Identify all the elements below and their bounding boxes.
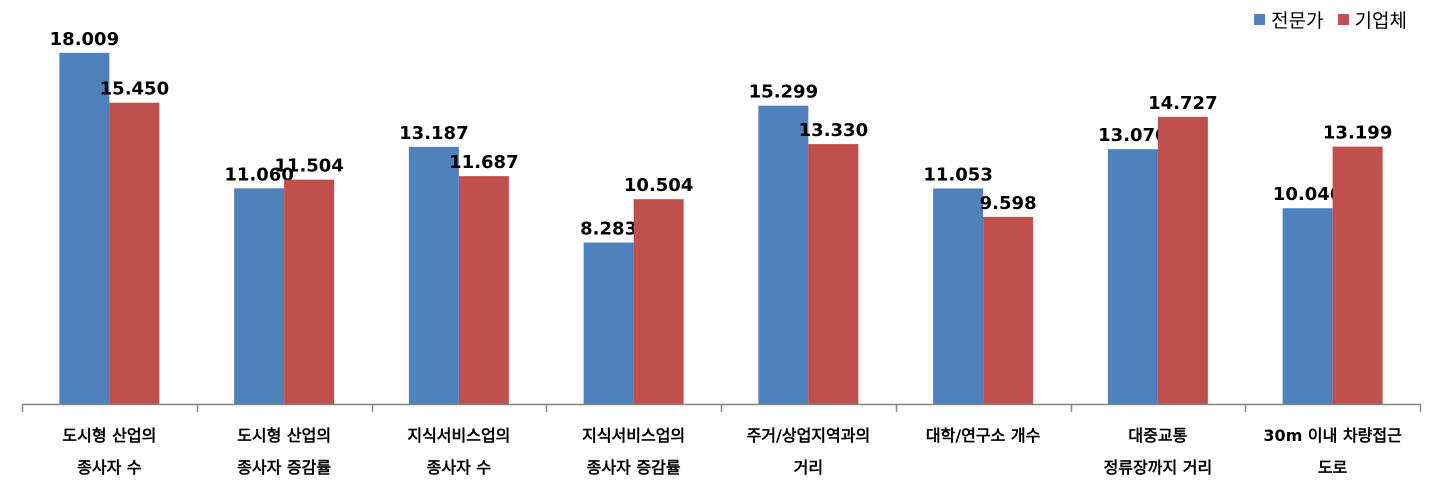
bar-expert xyxy=(933,188,984,404)
bar-company xyxy=(458,176,509,404)
legend-swatch-expert xyxy=(1254,14,1266,25)
category-label: 30m 이내 차량접근 xyxy=(1263,426,1402,445)
data-label: 10.040 xyxy=(1273,184,1342,205)
category-label: 종사자 증감률 xyxy=(587,458,681,477)
bar-company xyxy=(633,199,684,404)
bar-company xyxy=(284,179,335,404)
data-label: 13.187 xyxy=(399,123,468,144)
bar-company xyxy=(1332,146,1383,404)
category-label: 대중교통 xyxy=(1128,426,1187,445)
category-label: 도시형 산업의 xyxy=(62,426,156,445)
legend-swatch-company xyxy=(1337,14,1349,25)
category-label: 도시형 산업의 xyxy=(237,426,331,445)
data-label: 11.053 xyxy=(923,164,992,185)
data-label: 14.727 xyxy=(1148,93,1217,114)
bar-company xyxy=(109,102,160,404)
category-label: 종사자 수 xyxy=(77,458,142,477)
category-label: 종사자 수 xyxy=(427,458,492,477)
bar-expert xyxy=(583,242,634,404)
legend-item-company: 기업체 xyxy=(1337,6,1407,33)
legend-item-expert: 전문가 xyxy=(1254,6,1324,33)
data-label: 18.009 xyxy=(50,29,119,50)
category-label: 종사자 증감률 xyxy=(237,458,331,477)
category-label: 도로 xyxy=(1318,458,1348,477)
data-label: 9.598 xyxy=(980,193,1037,214)
data-label: 8.283 xyxy=(580,218,637,239)
data-label: 11.687 xyxy=(449,152,518,173)
data-label: 11.504 xyxy=(274,156,343,177)
data-label: 13.070 xyxy=(1098,125,1167,146)
legend: 전문가 기업체 xyxy=(1254,6,1407,33)
bar-company xyxy=(983,216,1034,404)
bar-expert xyxy=(408,146,459,404)
bar-expert xyxy=(1282,208,1333,404)
bar-expert xyxy=(1107,149,1158,404)
category-label: 지식서비스업의 xyxy=(407,426,510,445)
category-label: 지식서비스업의 xyxy=(582,426,685,445)
category-label: 거리 xyxy=(794,458,823,477)
category-label: 주거/상업지역과의 xyxy=(747,426,871,445)
data-label: 15.299 xyxy=(749,82,818,103)
category-label: 정류장까지 거리 xyxy=(1104,458,1213,477)
data-label: 10.504 xyxy=(624,175,693,196)
data-label: 13.330 xyxy=(799,120,868,141)
bar-company xyxy=(1157,116,1208,405)
data-label: 15.450 xyxy=(100,79,169,100)
data-label: 13.199 xyxy=(1323,123,1392,144)
legend-label-expert: 전문가 xyxy=(1271,10,1324,32)
bar-expert xyxy=(234,188,285,404)
legend-label-company: 기업체 xyxy=(1354,10,1407,32)
bar-expert xyxy=(59,52,110,405)
bar-expert xyxy=(758,105,809,405)
category-label: 대학/연구소 개수 xyxy=(926,426,1041,445)
data-label: 11.060 xyxy=(224,164,293,185)
bar-company xyxy=(808,144,859,404)
